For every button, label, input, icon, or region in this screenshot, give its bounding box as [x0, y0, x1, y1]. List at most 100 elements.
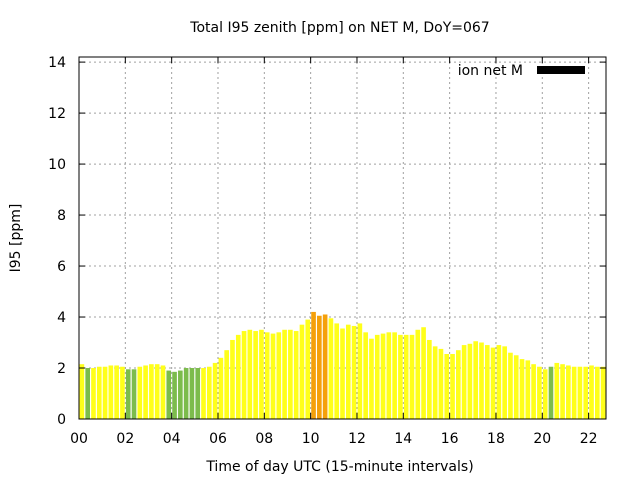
- bar: [392, 332, 397, 419]
- bar: [299, 324, 305, 419]
- x-tick-label: 16: [441, 431, 459, 447]
- x-tick-label: 22: [580, 431, 598, 447]
- bar: [513, 355, 519, 419]
- bar: [554, 362, 560, 419]
- bar: [305, 319, 311, 419]
- bar: [131, 369, 137, 419]
- bar: [456, 350, 461, 419]
- bar: [490, 347, 496, 419]
- bar: [583, 366, 589, 419]
- x-tick-label: 12: [348, 431, 366, 447]
- bar: [143, 365, 148, 419]
- bar: [317, 315, 322, 419]
- bar: [461, 345, 467, 419]
- x-tick-label: 14: [394, 431, 412, 447]
- x-tick-label: 18: [487, 431, 505, 447]
- bar: [444, 353, 450, 419]
- bar: [241, 331, 247, 419]
- bar: [201, 368, 206, 419]
- x-tick-label: 08: [255, 431, 273, 447]
- bar: [409, 334, 415, 419]
- bar: [386, 332, 392, 419]
- bar: [450, 353, 455, 419]
- bar: [334, 323, 340, 419]
- bar: [369, 338, 374, 419]
- bar: [421, 327, 426, 419]
- y-tick-label: 4: [57, 310, 66, 326]
- bars: [79, 311, 606, 419]
- bar: [502, 346, 507, 419]
- bar: [589, 365, 594, 419]
- bar: [496, 345, 502, 419]
- x-tick-label: 20: [533, 431, 551, 447]
- bar: [415, 329, 421, 419]
- bar: [224, 350, 229, 419]
- x-tick-label: 06: [209, 431, 227, 447]
- bar: [403, 334, 409, 419]
- bar: [345, 324, 351, 419]
- bar: [594, 366, 600, 419]
- bar: [264, 332, 270, 419]
- bar: [577, 366, 583, 419]
- bar: [137, 366, 143, 419]
- x-tick-label: 04: [163, 431, 181, 447]
- bar: [120, 366, 125, 419]
- bar: [427, 339, 432, 419]
- bar: [542, 369, 548, 419]
- bar: [374, 334, 380, 419]
- bar: [566, 365, 571, 419]
- bar: [600, 366, 606, 419]
- x-axis-label: Time of day UTC (15-minute intervals): [205, 459, 473, 475]
- bar: [183, 368, 189, 419]
- bar: [525, 360, 531, 419]
- bar: [253, 331, 258, 419]
- bar: [479, 342, 484, 419]
- bar: [311, 311, 316, 419]
- plot-frame: [78, 56, 607, 420]
- bar: [108, 365, 114, 419]
- bar: [247, 329, 253, 419]
- bar: [189, 368, 195, 419]
- bar: [206, 366, 212, 419]
- bar: [537, 366, 542, 419]
- bar: [166, 370, 172, 419]
- y-tick-label: 10: [48, 157, 66, 173]
- bar: [473, 341, 479, 419]
- bar: [519, 359, 525, 419]
- bar: [328, 318, 334, 419]
- bar: [398, 334, 403, 419]
- legend: ion net M: [458, 63, 585, 79]
- bar: [149, 364, 154, 419]
- bar: [282, 329, 287, 419]
- bar: [351, 325, 357, 419]
- bar: [160, 365, 166, 419]
- bar: [293, 331, 299, 419]
- x-tick-label: 00: [70, 431, 88, 447]
- bar: [380, 333, 386, 419]
- bar: [363, 332, 368, 419]
- legend-swatch: [537, 66, 585, 74]
- bar: [357, 323, 363, 419]
- bar: [259, 329, 264, 419]
- bar: [102, 366, 108, 419]
- y-tick-label: 12: [48, 106, 66, 122]
- bar: [125, 369, 131, 419]
- bar: [560, 364, 565, 419]
- bar: [85, 368, 91, 419]
- bar: [432, 346, 438, 419]
- bar: [218, 357, 224, 419]
- bar: [195, 368, 201, 419]
- bar: [548, 366, 554, 419]
- bar: [484, 345, 490, 419]
- y-tick-label: 14: [48, 55, 66, 71]
- bar: [212, 362, 218, 419]
- bar: [91, 368, 96, 419]
- bar: [438, 348, 444, 419]
- y-tick-label: 2: [57, 361, 66, 377]
- chart-title: Total I95 zenith [ppm] on NET M, DoY=067: [189, 20, 489, 36]
- bar: [154, 364, 160, 419]
- x-tick-label: 02: [116, 431, 134, 447]
